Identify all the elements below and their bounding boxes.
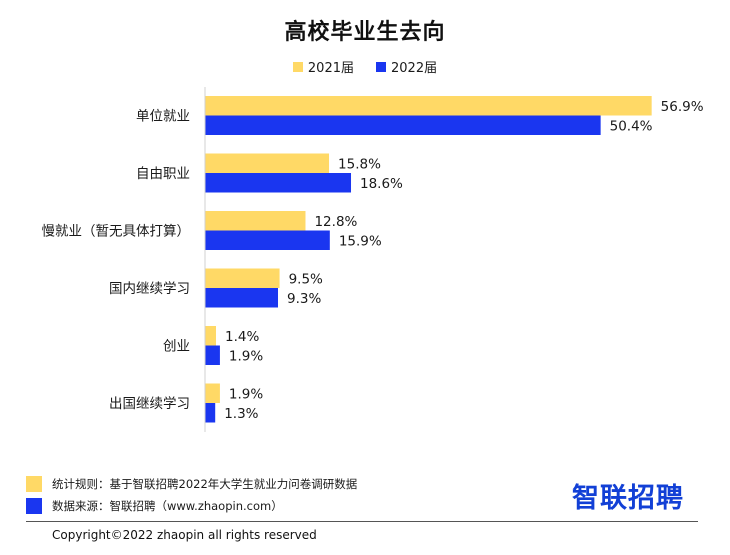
data-label: 9.5% [289,272,323,288]
data-label: 1.4% [225,329,259,345]
data-label: 1.9% [229,387,263,403]
category-label: 创业 [163,339,190,355]
category-label: 自由职业 [136,166,190,182]
category-label: 单位就业 [136,109,190,125]
bar-2021 [205,383,220,403]
bar-2022 [205,403,216,423]
bar-2021 [205,96,652,116]
data-label: 18.6% [360,176,403,192]
legend-item-2022: 2022届 [376,57,437,76]
footer-notes: 统计规则：基于智联招聘2022年大学生就业力问卷调研数据 数据来源：智联招聘（w… [26,473,357,517]
data-label: 56.9% [661,99,704,115]
note-source: 数据来源：智联招聘（www.zhaopin.com） [26,495,357,517]
bar-chart: 单位就业 56.9% 50.4% 自由职业 15.8% 18.6% 慢就业（暂无具体打算） 1… [42,87,704,432]
data-label: 9.3% [287,291,321,307]
note-swatch-blue [26,498,42,514]
data-label: 12.8% [314,214,357,230]
note-source-text: 数据来源：智联招聘（www.zhaopin.com） [52,499,283,513]
footer-divider [26,521,698,522]
data-label: 1.3% [224,406,258,422]
data-label: 15.8% [338,157,381,173]
bar-2022 [205,115,601,135]
bar-2022 [205,345,220,365]
zhaopin-logo: 智联招聘 [572,483,684,514]
bar-2022 [205,230,330,250]
bar-2022 [205,288,279,308]
chart-legend: 2021届 2022届 [0,57,730,76]
bar-2021 [205,153,330,173]
copyright-text: Copyright©2022 zhaopin all rights reserv… [52,528,317,542]
data-label: 50.4% [610,119,653,135]
legend-label-2021: 2021届 [307,61,354,76]
legend-item-2021: 2021届 [292,57,354,76]
legend-swatch-2022 [376,61,386,72]
category-label: 出国继续学习 [109,396,190,412]
data-label: 15.9% [339,234,382,250]
note-swatch-yellow [26,476,42,492]
bar-2022 [205,173,352,193]
category-label: 慢就业（暂无具体打算） [42,223,191,240]
data-label: 1.9% [229,349,263,365]
note-rule: 统计规则：基于智联招聘2022年大学生就业力问卷调研数据 [26,473,357,495]
note-rule-text: 统计规则：基于智联招聘2022年大学生就业力问卷调研数据 [52,477,358,491]
legend-swatch-2021 [292,61,303,72]
bar-2021 [205,211,306,231]
category-label: 国内继续学习 [109,281,190,297]
bar-2021 [205,326,216,346]
chart-title: 高校毕业生去向 [284,20,446,45]
bar-2021 [205,268,280,288]
legend-label-2022: 2022届 [391,61,438,76]
